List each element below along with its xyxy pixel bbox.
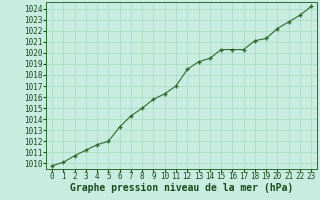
X-axis label: Graphe pression niveau de la mer (hPa): Graphe pression niveau de la mer (hPa) bbox=[70, 183, 293, 193]
